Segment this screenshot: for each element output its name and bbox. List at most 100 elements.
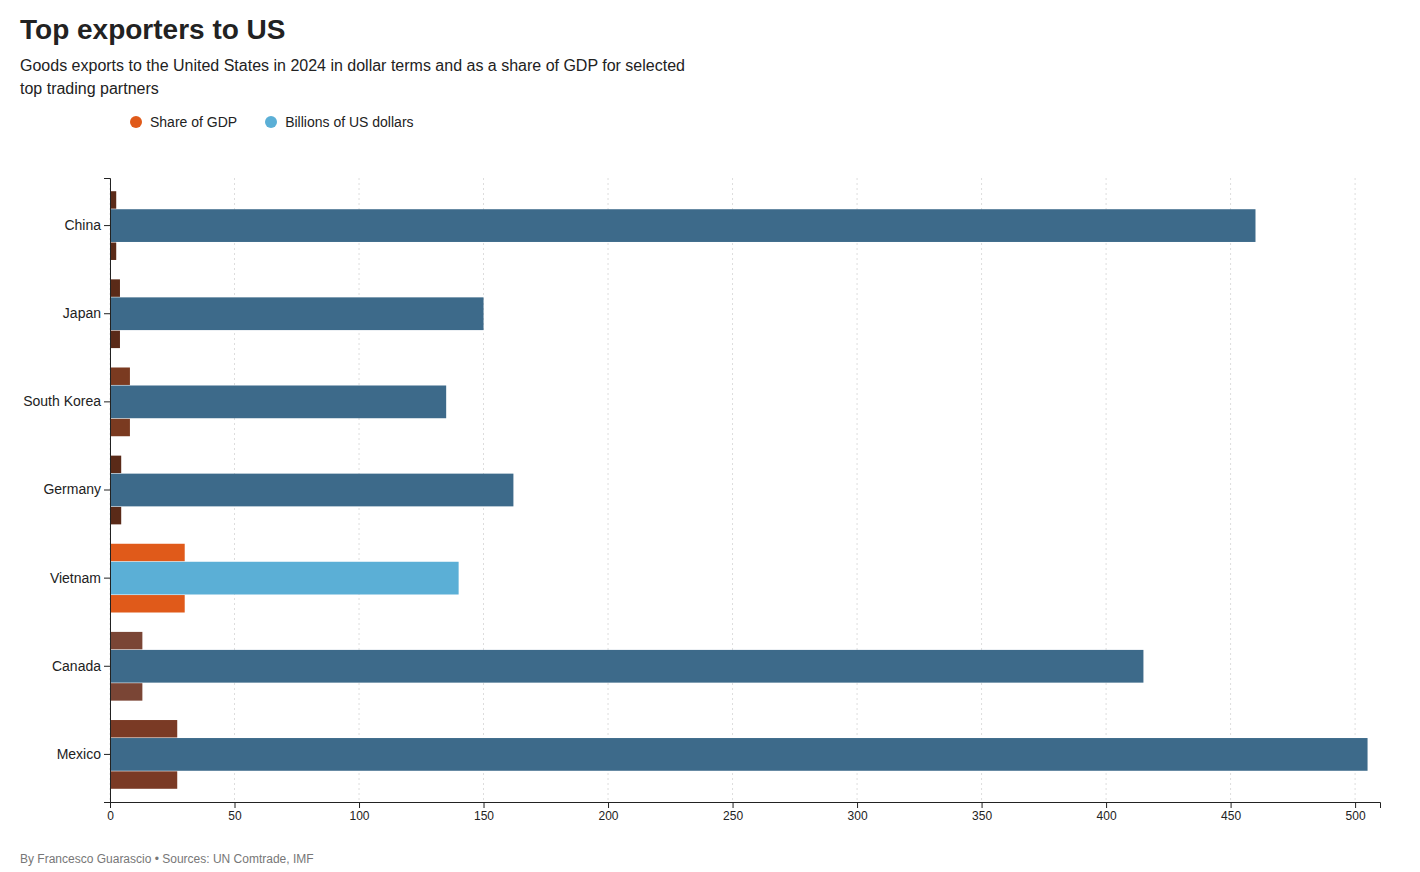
y-tick-mark	[104, 313, 110, 314]
x-tick: 300	[848, 802, 868, 823]
y-tick-mark	[104, 225, 110, 226]
y-tick: Vietnam	[50, 570, 110, 586]
y-tick-mark	[104, 754, 110, 755]
y-axis-line	[104, 179, 111, 803]
billions-bar	[110, 474, 513, 507]
grid-line	[857, 178, 858, 802]
legend: Share of GDP Billions of US dollars	[20, 114, 1400, 130]
x-tick: 150	[474, 802, 494, 823]
gdp-bar	[110, 507, 121, 524]
chart-container: 0 50 100 150 200 250 300 350 400 450 500 China Japan…	[0, 168, 1420, 846]
y-tick-mark	[104, 578, 110, 579]
footer-text: By Francesco Guarascio • Sources: UN Com…	[20, 852, 314, 866]
y-tick: South Korea	[23, 393, 110, 409]
y-tick: China	[64, 217, 110, 233]
grid	[110, 178, 1355, 802]
gdp-bar	[110, 595, 185, 612]
grid-line	[1355, 178, 1356, 802]
legend-swatch	[265, 116, 277, 128]
x-tick-label: 400	[1097, 809, 1117, 823]
x-tick: 250	[723, 802, 743, 823]
x-tick-mark	[608, 802, 609, 808]
x-tick-mark	[235, 802, 236, 808]
x-tick: 450	[1221, 802, 1241, 823]
x-tick: 100	[350, 802, 370, 823]
x-tick: 0	[107, 802, 114, 823]
x-tick-mark	[1231, 802, 1232, 808]
x-tick: 200	[599, 802, 619, 823]
y-axis: China Japan South Korea Germany Vietnam Canad…	[23, 179, 110, 803]
y-tick-mark	[104, 666, 110, 667]
x-tick: 400	[1097, 802, 1117, 823]
y-tick-label: Japan	[63, 305, 101, 321]
x-axis: 0 50 100 150 200 250 300 350 400 450 500	[107, 802, 1380, 823]
grid-line	[1106, 178, 1107, 802]
x-tick-mark	[1355, 802, 1356, 808]
x-tick-label: 200	[599, 809, 619, 823]
gdp-bar	[110, 419, 130, 436]
legend-label: Share of GDP	[150, 114, 237, 130]
y-tick-label: Germany	[43, 481, 101, 497]
x-tick-label: 500	[1346, 809, 1366, 823]
y-tick: Japan	[63, 305, 110, 321]
x-tick-mark	[484, 802, 485, 808]
legend-swatch	[130, 116, 142, 128]
x-tick-label: 250	[723, 809, 743, 823]
y-tick: Canada	[52, 658, 110, 674]
x-tick-label: 100	[350, 809, 370, 823]
billions-bar	[110, 650, 1143, 683]
y-tick-label: Vietnam	[50, 570, 101, 586]
x-tick-label: 50	[228, 809, 242, 823]
billions-bar	[110, 209, 1255, 242]
y-tick-label: South Korea	[23, 393, 101, 409]
legend-item: Share of GDP	[130, 114, 237, 130]
gdp-bar	[110, 331, 120, 348]
grid-line	[1230, 178, 1231, 802]
x-axis-line	[111, 803, 1381, 809]
y-tick: Mexico	[57, 746, 110, 762]
x-tick-label: 150	[474, 809, 494, 823]
x-tick: 500	[1346, 802, 1366, 823]
x-tick-mark	[733, 802, 734, 808]
y-tick-label: Canada	[52, 658, 101, 674]
y-tick-label: Mexico	[57, 746, 102, 762]
x-tick-label: 450	[1221, 809, 1241, 823]
grid-line	[981, 178, 982, 802]
x-tick: 50	[228, 802, 242, 823]
gdp-bar	[110, 279, 120, 296]
billions-bar	[110, 385, 446, 418]
gdp-bar	[110, 632, 142, 649]
gdp-bar	[110, 544, 185, 561]
grid-line	[732, 178, 733, 802]
y-tick: Germany	[43, 481, 110, 497]
plot: 0 50 100 150 200 250 300 350 400 450 500 China Japan…	[23, 178, 1380, 823]
bars	[110, 191, 1368, 789]
x-tick-label: 0	[107, 809, 114, 823]
y-tick-mark	[104, 401, 110, 402]
gdp-bar	[110, 771, 177, 788]
gdp-bar	[110, 456, 121, 473]
y-tick-label: China	[64, 217, 101, 233]
x-tick-mark	[359, 802, 360, 808]
gdp-bar	[110, 683, 142, 700]
legend-label: Billions of US dollars	[285, 114, 413, 130]
title: Top exporters to US	[20, 14, 1400, 46]
billions-bar	[110, 297, 484, 330]
grid-line	[608, 178, 609, 802]
x-tick-mark	[1106, 802, 1107, 808]
billions-bar	[110, 738, 1368, 771]
x-tick-mark	[982, 802, 983, 808]
legend-item: Billions of US dollars	[265, 114, 413, 130]
x-tick-label: 350	[972, 809, 992, 823]
header: Top exporters to US Goods exports to the…	[0, 0, 1420, 168]
x-tick: 350	[972, 802, 992, 823]
billions-bar	[110, 562, 459, 595]
gdp-bar	[110, 720, 177, 737]
chart-svg: 0 50 100 150 200 250 300 350 400 450 500 China Japan…	[0, 168, 1420, 842]
y-tick-mark	[104, 490, 110, 491]
subtitle: Goods exports to the United States in 20…	[20, 54, 1400, 100]
gdp-bar	[110, 367, 130, 384]
footer: By Francesco Guarascio • Sources: UN Com…	[0, 846, 1420, 872]
x-tick-label: 300	[848, 809, 868, 823]
x-tick-mark	[857, 802, 858, 808]
